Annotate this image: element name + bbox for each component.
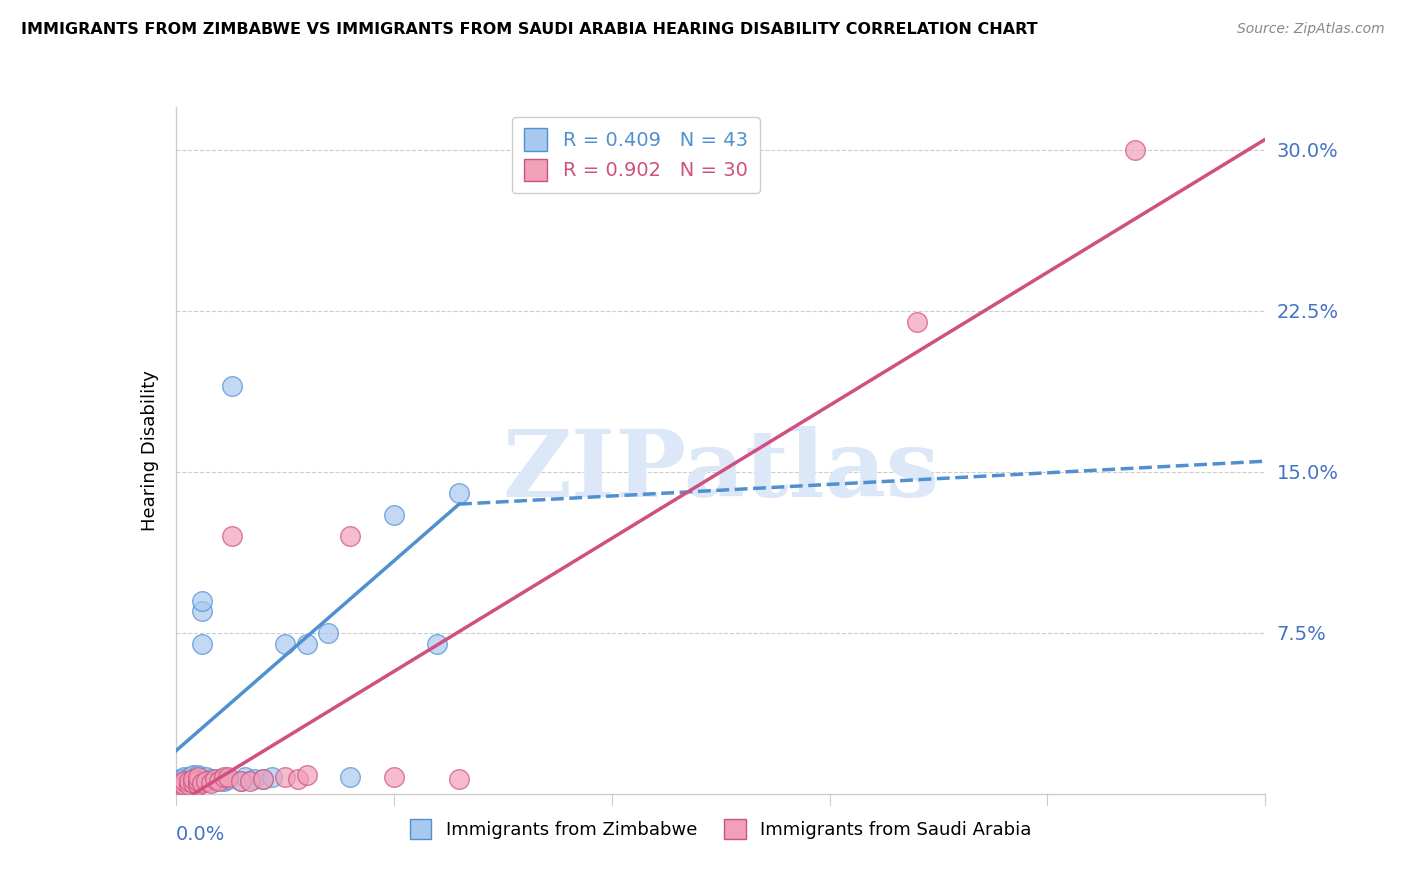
- Point: [186, 774, 209, 789]
- Point: [447, 772, 470, 786]
- Point: [339, 770, 361, 784]
- Point: [260, 770, 283, 784]
- Point: [1123, 143, 1146, 157]
- Point: [173, 770, 195, 784]
- Point: [177, 774, 200, 789]
- Point: [169, 772, 191, 786]
- Point: [239, 774, 262, 789]
- Point: [169, 776, 191, 790]
- Point: [274, 637, 297, 651]
- Point: [204, 774, 226, 789]
- Point: [382, 508, 405, 522]
- Point: [186, 770, 209, 784]
- Point: [191, 593, 214, 607]
- Point: [181, 767, 204, 781]
- Point: [186, 776, 209, 790]
- Point: [231, 774, 253, 789]
- Point: [181, 772, 204, 786]
- Point: [173, 774, 195, 789]
- Point: [447, 486, 470, 500]
- Point: [177, 774, 200, 789]
- Point: [200, 772, 222, 786]
- Legend: Immigrants from Zimbabwe, Immigrants from Saudi Arabia: Immigrants from Zimbabwe, Immigrants fro…: [402, 812, 1039, 847]
- Point: [191, 604, 214, 618]
- Point: [186, 767, 209, 781]
- Point: [274, 770, 297, 784]
- Point: [186, 774, 209, 789]
- Point: [905, 315, 928, 329]
- Point: [186, 770, 209, 784]
- Point: [221, 529, 243, 543]
- Point: [195, 774, 218, 789]
- Point: [208, 774, 231, 789]
- Point: [177, 778, 200, 792]
- Point: [204, 772, 226, 786]
- Text: 0.0%: 0.0%: [176, 825, 225, 844]
- Point: [169, 774, 191, 789]
- Point: [200, 776, 222, 790]
- Text: Source: ZipAtlas.com: Source: ZipAtlas.com: [1237, 22, 1385, 37]
- Text: ZIPatlas: ZIPatlas: [502, 426, 939, 516]
- Point: [177, 772, 200, 786]
- Point: [195, 770, 218, 784]
- Y-axis label: Hearing Disability: Hearing Disability: [141, 370, 159, 531]
- Point: [177, 778, 200, 792]
- Point: [243, 772, 266, 786]
- Point: [173, 778, 195, 792]
- Point: [221, 379, 243, 393]
- Point: [235, 770, 257, 784]
- Point: [318, 626, 340, 640]
- Point: [177, 770, 200, 784]
- Point: [426, 637, 449, 651]
- Point: [252, 772, 274, 786]
- Point: [382, 770, 405, 784]
- Point: [173, 776, 195, 790]
- Point: [339, 529, 361, 543]
- Point: [295, 767, 318, 781]
- Point: [181, 774, 204, 789]
- Point: [191, 776, 214, 790]
- Point: [252, 772, 274, 786]
- Point: [295, 637, 318, 651]
- Point: [195, 774, 218, 789]
- Text: IMMIGRANTS FROM ZIMBABWE VS IMMIGRANTS FROM SAUDI ARABIA HEARING DISABILITY CORR: IMMIGRANTS FROM ZIMBABWE VS IMMIGRANTS F…: [21, 22, 1038, 37]
- Point: [191, 637, 214, 651]
- Point: [217, 770, 239, 784]
- Point: [212, 774, 235, 789]
- Point: [169, 778, 191, 792]
- Point: [169, 776, 191, 790]
- Point: [181, 772, 204, 786]
- Point: [173, 774, 195, 789]
- Point: [287, 772, 309, 786]
- Point: [177, 776, 200, 790]
- Point: [208, 772, 231, 786]
- Point: [217, 772, 239, 786]
- Point: [173, 772, 195, 786]
- Point: [231, 774, 253, 789]
- Point: [181, 776, 204, 790]
- Point: [181, 776, 204, 790]
- Point: [186, 778, 209, 792]
- Point: [212, 770, 235, 784]
